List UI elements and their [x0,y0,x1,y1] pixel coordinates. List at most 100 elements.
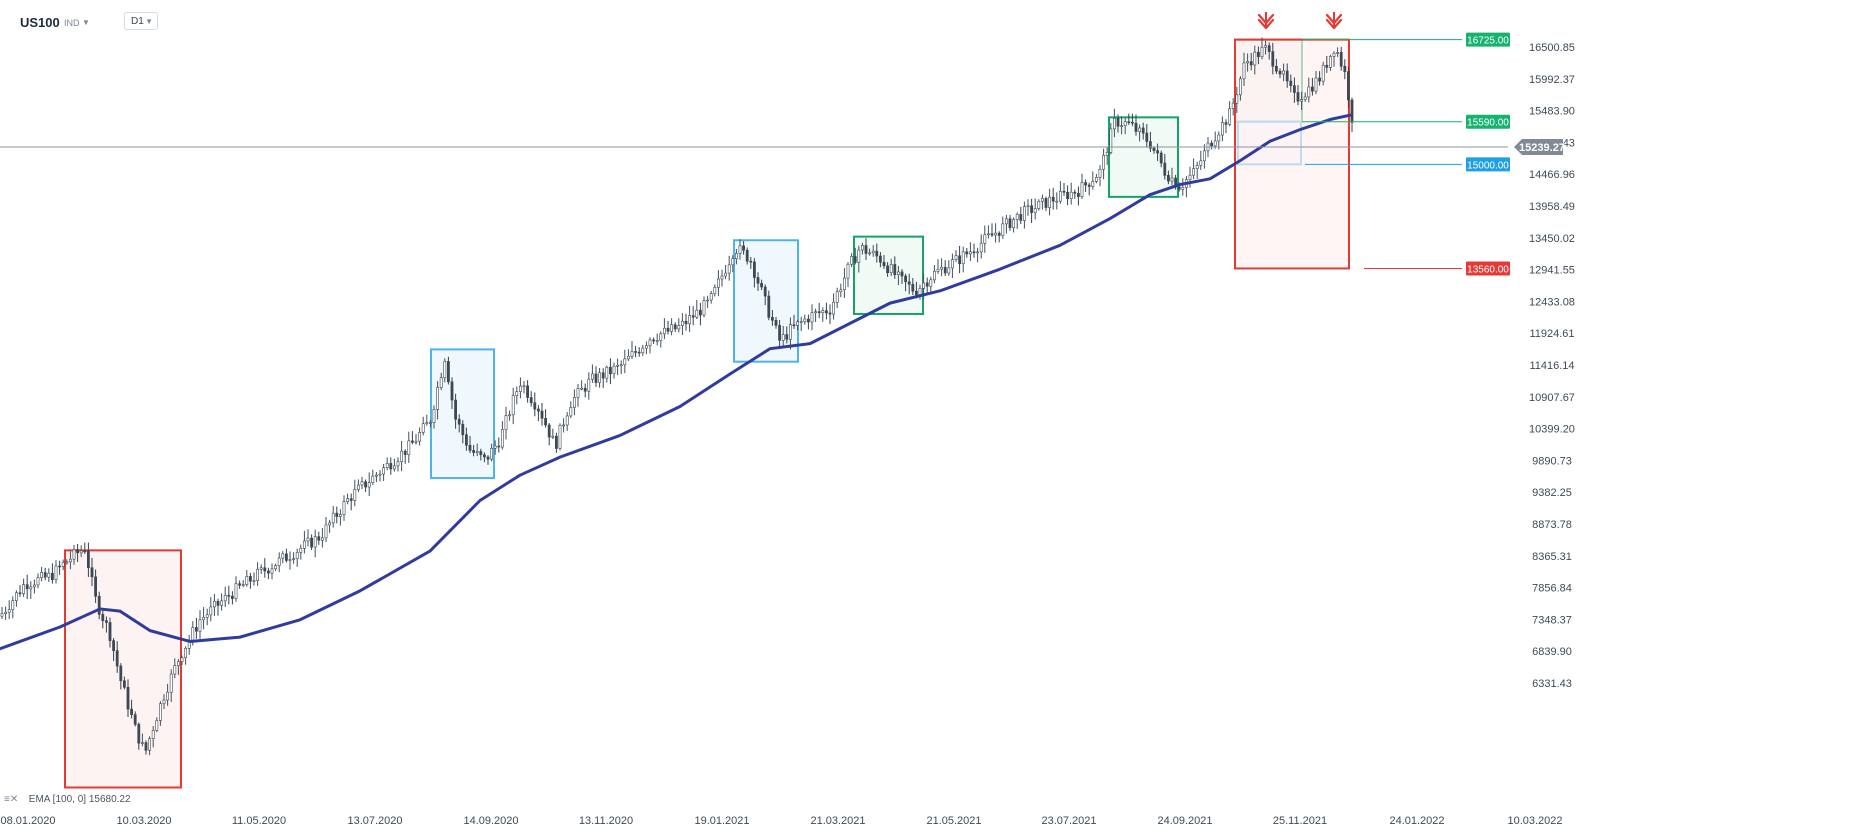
candle-body [202,616,206,621]
candle-body [1145,132,1149,142]
candle-body [241,584,245,586]
timeframe-dropdown[interactable]: D1 ▼ [124,12,158,30]
candle-body [839,289,843,293]
symbol-label[interactable]: US100 [20,15,60,30]
candle-body [97,596,101,615]
candle-body [58,565,62,568]
candle-body [266,570,270,574]
candle-body [490,447,494,460]
level-label-1[interactable]: 15590.00 [1467,118,1509,129]
x-tick-label: 25.11.2021 [1273,815,1327,827]
level-badge-2[interactable] [1466,157,1510,172]
candle-body [1199,160,1203,166]
level-badge-0[interactable] [1466,32,1510,47]
candle-body [450,381,454,401]
candle-body [392,465,396,470]
level-badge-3[interactable] [1466,261,1510,276]
current-price-label[interactable]: 15239.27 [1519,142,1565,154]
candle-body [1170,177,1174,182]
indicator-legend[interactable]: ≡✕ EMA [100, 0] 15680.22 [4,794,131,805]
highlight-zone-7[interactable] [1234,38,1350,270]
candle-body [774,319,778,326]
highlight-zone-3[interactable] [853,235,924,315]
candle-body [1077,192,1080,197]
candle-body [360,481,364,486]
symbol-chevron-down-icon[interactable]: ▼ [82,18,90,27]
candle-body [1260,46,1264,58]
highlight-zone-0[interactable] [64,549,182,789]
candle-body [803,318,807,322]
candle-body [479,451,483,456]
candle-body [1221,122,1224,136]
current-price-badge[interactable] [1514,139,1563,156]
candle-body [371,475,375,483]
candle-body [94,576,98,597]
exchange-label[interactable]: IND [64,18,80,28]
candle-body [947,267,951,274]
candle-body [378,473,382,476]
candle-body [195,627,198,632]
candle-body [130,708,134,715]
candle-body [785,334,789,340]
candle-body [698,309,702,316]
level-badge-1[interactable] [1466,114,1510,129]
candle-body [310,537,314,548]
y-tick-label: 11924.61 [1529,328,1574,340]
candle-body [148,738,152,751]
candle-body [137,724,141,744]
candle-body [666,327,670,332]
candle-body [1141,127,1145,134]
candle-body [1120,125,1124,127]
candle-body [245,576,249,585]
candle-body [216,600,220,606]
x-tick-label: 08.01.2020 [0,815,55,827]
candle-body [756,277,760,284]
candle-body [662,327,666,335]
candle-body [878,255,882,263]
level-label-3[interactable]: 13560.00 [1467,264,1509,275]
candle-body [886,265,890,274]
ema-label: EMA [100, 0] [28,794,87,805]
candle-body [389,463,393,470]
candle-body [580,387,584,390]
candle-body [1116,118,1120,127]
y-tick-label: 6331.43 [1532,678,1572,690]
candle-body [1019,214,1023,221]
candle-body [43,572,47,578]
candle-body [526,385,530,398]
level-label-2[interactable]: 15000.00 [1467,160,1509,171]
candle-body [583,387,587,392]
candle-body [497,445,501,448]
candle-body [738,245,742,254]
level-label-0[interactable]: 16725.00 [1467,36,1509,47]
candle-body [101,614,105,621]
highlight-zone-2[interactable] [733,239,799,363]
candle-body [428,422,432,424]
candle-body [688,315,692,325]
candle-body [875,250,879,257]
indicator-settings-icon[interactable]: ≡✕ [4,794,19,805]
candle-body [623,358,627,366]
candle-body [421,423,425,433]
candle-body [342,501,346,515]
y-tick-label: 12433.08 [1529,296,1575,308]
candle-body [1271,51,1275,67]
candle-body [486,456,490,460]
candle-body [950,259,954,269]
candle-body [760,283,764,288]
candle-body [54,565,58,581]
candle-body [1203,150,1206,162]
candle-body [925,282,929,287]
candle-body [72,549,76,560]
candle-body [263,567,267,572]
candle-body [15,592,18,601]
candle-body [259,567,263,570]
candle-body [223,594,227,602]
candle-body [144,742,148,751]
ema-line[interactable] [0,113,1352,651]
candle-body [79,550,83,554]
candle-body [36,577,40,586]
candle-body [1285,70,1289,82]
candle-body [810,312,814,323]
